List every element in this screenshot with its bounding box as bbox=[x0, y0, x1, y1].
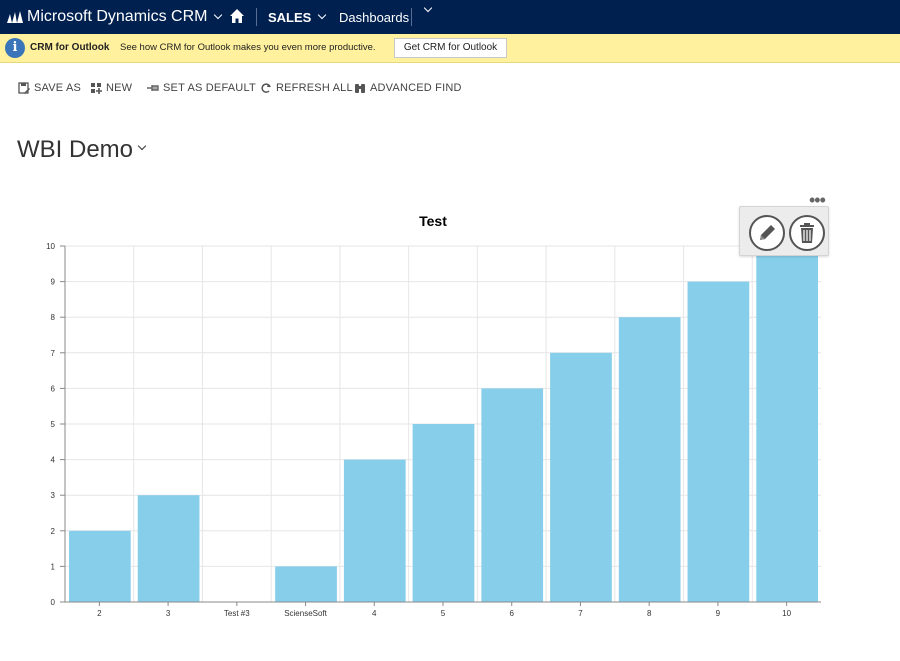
y-tick-label: 0 bbox=[51, 598, 56, 607]
nav-divider bbox=[256, 8, 257, 26]
binoculars-icon bbox=[355, 84, 365, 93]
x-tick-label: 5 bbox=[441, 609, 446, 618]
bar bbox=[275, 566, 337, 602]
new-label: NEW bbox=[106, 82, 133, 94]
edit-chart-button[interactable] bbox=[749, 215, 785, 251]
dynamics-logo-icon bbox=[7, 11, 23, 23]
pin-icon bbox=[147, 85, 159, 91]
nav-divider bbox=[411, 8, 412, 26]
advanced-find-button[interactable]: ADVANCED FIND bbox=[354, 82, 462, 94]
dashboard-title[interactable]: WBI Demo bbox=[17, 136, 134, 163]
new-icon bbox=[91, 83, 102, 94]
save-as-label: SAVE AS bbox=[34, 82, 82, 94]
trash-icon bbox=[800, 223, 814, 243]
y-tick-label: 8 bbox=[51, 313, 56, 322]
delete-chart-button[interactable] bbox=[789, 215, 825, 251]
refresh-all-button[interactable]: REFRESH ALL bbox=[260, 82, 353, 94]
new-button[interactable]: NEW bbox=[90, 82, 132, 94]
refresh-icon bbox=[261, 83, 271, 93]
advanced-find-label: ADVANCED FIND bbox=[370, 82, 462, 94]
x-tick-label: 6 bbox=[510, 609, 515, 618]
refresh-all-label: REFRESH ALL bbox=[276, 82, 353, 94]
y-tick-label: 7 bbox=[51, 349, 56, 358]
x-tick-label: 7 bbox=[578, 609, 583, 618]
y-tick-label: 2 bbox=[51, 527, 56, 536]
bar bbox=[481, 388, 544, 602]
info-message: See how CRM for Outlook makes you even m… bbox=[120, 42, 376, 53]
y-tick-label: 4 bbox=[51, 456, 56, 465]
dashboard-selector-chevron-icon[interactable] bbox=[137, 141, 147, 151]
set-as-default-label: SET AS DEFAULT bbox=[163, 82, 256, 94]
x-tick-label: 8 bbox=[647, 609, 652, 618]
bar bbox=[137, 495, 200, 602]
bar-chart: Test 0 1 2 3 4 5 6 7 8 9 10 2 3 Test #3 ScienseSoft 4 5 6 7… bbox=[46, 213, 821, 618]
more-options-icon[interactable]: ••• bbox=[809, 190, 826, 210]
nav-dashboards[interactable]: Dashboards bbox=[339, 0, 409, 34]
x-tick-label: 9 bbox=[716, 609, 721, 618]
bar bbox=[343, 459, 406, 602]
info-title: CRM for Outlook bbox=[30, 42, 110, 53]
x-tick-label: Test #3 bbox=[224, 609, 250, 618]
x-tick-label: 2 bbox=[97, 609, 102, 618]
y-tick-label: 3 bbox=[51, 491, 56, 500]
y-tick-label: 9 bbox=[51, 278, 56, 287]
x-tick-label: 4 bbox=[372, 609, 377, 618]
y-tick-label: 1 bbox=[51, 562, 56, 571]
y-tick-label: 10 bbox=[46, 242, 55, 251]
chart-title: Test bbox=[419, 213, 447, 229]
bar bbox=[687, 281, 750, 602]
info-icon: i bbox=[5, 38, 25, 58]
bar bbox=[618, 317, 681, 602]
save-as-icon bbox=[18, 82, 30, 94]
x-tick-label: 10 bbox=[782, 609, 791, 618]
chevron-down-icon bbox=[318, 10, 327, 20]
get-crm-outlook-button[interactable]: Get CRM for Outlook bbox=[394, 38, 507, 58]
x-tick-label: 3 bbox=[166, 609, 171, 618]
bar bbox=[69, 530, 131, 602]
chart-actions-panel bbox=[739, 206, 829, 256]
top-nav-bar: Microsoft Dynamics CRM SALES Dashboards bbox=[0, 0, 900, 34]
set-as-default-button[interactable]: SET AS DEFAULT bbox=[147, 82, 256, 94]
brand-menu[interactable]: Microsoft Dynamics CRM bbox=[0, 0, 223, 34]
nav-area-label: SALES bbox=[268, 9, 312, 25]
y-tick-label: 5 bbox=[51, 420, 56, 429]
home-icon[interactable] bbox=[229, 8, 245, 24]
bar bbox=[550, 352, 612, 602]
brand-name: Microsoft Dynamics CRM bbox=[27, 8, 208, 25]
nav-area-sales[interactable]: SALES bbox=[268, 0, 327, 34]
y-tick-label: 6 bbox=[51, 384, 56, 393]
nav-section-label: Dashboards bbox=[339, 9, 410, 25]
x-tick-label: ScienseSoft bbox=[284, 609, 327, 618]
bar bbox=[756, 246, 818, 602]
bar bbox=[412, 424, 475, 602]
chevron-down-icon bbox=[214, 10, 223, 20]
dashboards-chevron-icon[interactable] bbox=[423, 3, 433, 13]
pencil-icon bbox=[760, 225, 775, 240]
save-as-button[interactable]: SAVE AS bbox=[18, 82, 81, 94]
